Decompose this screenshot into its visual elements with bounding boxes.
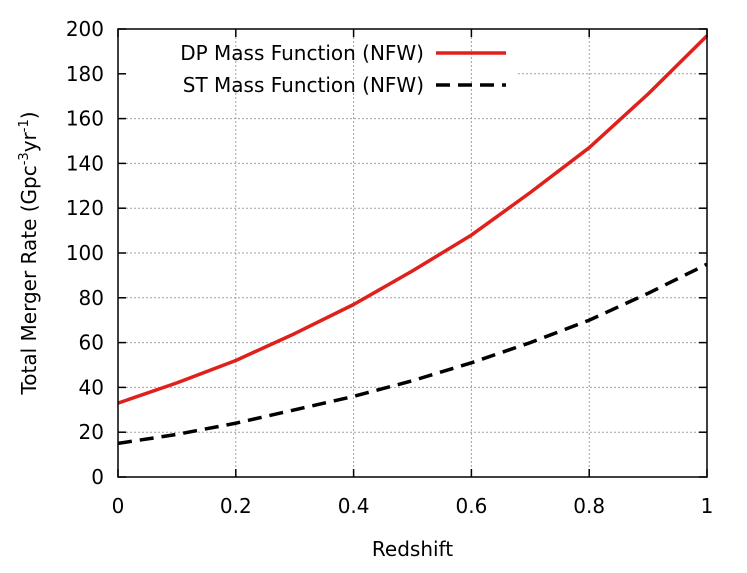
y-axis-label-end: ) bbox=[17, 111, 41, 119]
x-tick-label: 0.2 bbox=[220, 494, 252, 518]
y-tick-label: 40 bbox=[79, 375, 104, 399]
x-tick-label: 1 bbox=[701, 494, 714, 518]
x-tick-label: 0.4 bbox=[338, 494, 370, 518]
y-tick-label: 60 bbox=[79, 331, 104, 355]
y-tick-label: 80 bbox=[79, 286, 104, 310]
y-axis-label: Total Merger Rate (Gpc-3yr-1) bbox=[17, 111, 41, 395]
y-tick-label: 120 bbox=[66, 196, 104, 220]
legend: DP Mass Function (NFW) ST Mass Function (… bbox=[180, 41, 506, 97]
y-axis-label-exp1: -3 bbox=[17, 152, 32, 165]
series-line bbox=[117, 34, 709, 405]
x-tick-label: 0 bbox=[112, 494, 125, 518]
ticks: 0 0.2 0.4 0.6 0.8 1 0 20 40 60 80 100 120 140 160 180 20… bbox=[66, 17, 714, 518]
x-axis-label: Redshift bbox=[372, 537, 453, 561]
y-tick-label: 140 bbox=[66, 151, 104, 175]
series-line bbox=[117, 262, 708, 446]
grid bbox=[118, 29, 707, 477]
legend-label: DP Mass Function (NFW) bbox=[180, 41, 424, 65]
x-tick-label: 0.6 bbox=[455, 494, 487, 518]
y-tick-label: 0 bbox=[91, 465, 104, 489]
y-tick-label: 100 bbox=[66, 241, 104, 265]
y-axis-label-main: Total Merger Rate (Gpc bbox=[17, 165, 41, 395]
legend-label: ST Mass Function (NFW) bbox=[183, 73, 424, 97]
x-tick-label: 0.8 bbox=[573, 494, 605, 518]
series-lines bbox=[117, 34, 709, 446]
y-tick-label: 180 bbox=[66, 62, 104, 86]
y-axis-label-mid: yr bbox=[17, 131, 41, 152]
y-tick-label: 20 bbox=[79, 420, 104, 444]
y-tick-label: 160 bbox=[66, 107, 104, 131]
y-tick-label: 200 bbox=[66, 17, 104, 41]
y-axis-label-exp2: -1 bbox=[17, 119, 32, 132]
